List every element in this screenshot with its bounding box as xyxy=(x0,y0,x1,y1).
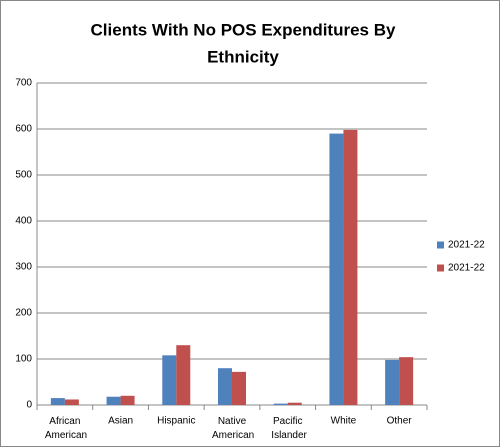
bar xyxy=(399,357,414,405)
y-tick-label: 500 xyxy=(15,170,32,181)
bar xyxy=(273,403,288,405)
y-tick-label: 400 xyxy=(15,216,32,227)
chart-title: Clients With No POS Expenditures By xyxy=(91,20,396,39)
bar xyxy=(50,398,65,405)
x-tick-label: White xyxy=(331,416,357,427)
y-tick-label: 300 xyxy=(15,262,32,273)
legend-label: 2021-22 xyxy=(448,263,485,274)
bar xyxy=(232,371,246,405)
bar xyxy=(329,133,344,405)
x-tick-label: Hispanic xyxy=(157,416,195,427)
bar xyxy=(287,402,302,405)
bar xyxy=(176,345,191,405)
x-tick-label: Other xyxy=(387,416,413,427)
y-tick-label: 200 xyxy=(15,308,32,319)
bar xyxy=(343,129,358,406)
bar xyxy=(64,399,79,405)
chart-title: Ethnicity xyxy=(207,47,279,66)
legend-label: 2021-22 xyxy=(448,240,485,251)
legend-swatch xyxy=(437,241,444,249)
y-tick-label: 0 xyxy=(26,400,32,411)
bar xyxy=(162,355,177,405)
bar xyxy=(385,359,400,405)
x-tick-label: Asian xyxy=(108,416,133,427)
x-tick-label: Pacific Islander xyxy=(269,416,308,441)
bar xyxy=(106,396,121,405)
y-tick-label: 100 xyxy=(15,354,32,365)
bar xyxy=(218,368,232,405)
y-tick-label: 600 xyxy=(15,124,32,135)
bar xyxy=(120,395,135,405)
x-tick-label: Native American xyxy=(210,416,254,441)
x-tick-label: African American xyxy=(43,416,87,441)
y-tick-label: 700 xyxy=(15,78,32,89)
legend-swatch xyxy=(437,264,444,272)
